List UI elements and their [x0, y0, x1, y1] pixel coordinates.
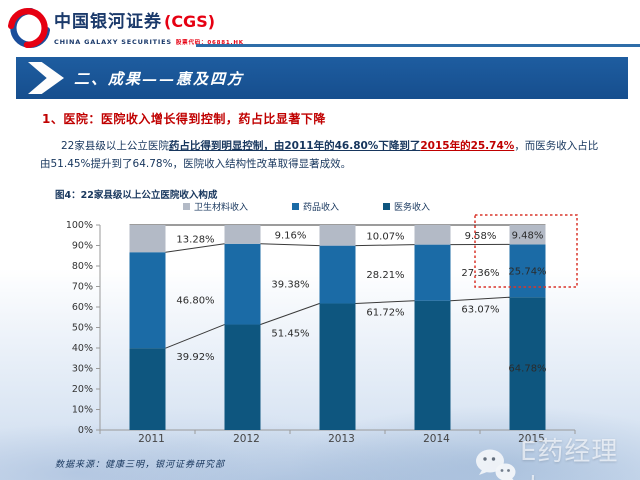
topic-heading: 1、医院：医院收入增长得到控制，药占比显著下降: [42, 112, 326, 126]
watermark-label: E药经理人: [520, 437, 619, 480]
logo: 中国银河证券 (CGS) CHINA GALAXY SECURITIES 股票代码…: [8, 7, 244, 53]
series-connector-line: [260, 243, 320, 247]
y-tick-label: 30%: [72, 364, 93, 375]
legend-item-drugs: 药品收入: [292, 200, 339, 213]
legend-item-medical: 医务收入: [383, 200, 430, 213]
y-tick-label: 50%: [72, 323, 93, 334]
brand-ticker: 股票代码：06881.HK: [175, 39, 244, 46]
paragraph-emphasis-navy: 药占比得到明显控制，由2011年的46.80%下降到了: [168, 140, 421, 152]
bar-segment-药品收入-2015: [509, 244, 546, 298]
bar-segment-药品收入-2013: [319, 245, 356, 304]
bar-segment-药品收入-2012: [224, 243, 261, 325]
bar-value-label: 25.74%: [508, 266, 546, 277]
galaxy-swirl-icon: [8, 7, 50, 53]
bar-value-label: 9.58%: [465, 231, 497, 242]
bar-value-label: 39.92%: [176, 352, 214, 363]
revenue-stacked-bar-chart: 0% 10% 20% 30% 40% 50% 60% 70% 80% 90% 100% 39.92% 4…: [66, 214, 578, 445]
x-category-label: 2014: [423, 433, 450, 445]
logo-text: 中国银河证券 (CGS) CHINA GALAXY SECURITIES 股票代码…: [54, 11, 244, 47]
header-divider-line: [196, 44, 640, 47]
y-tick-label: 20%: [72, 384, 93, 395]
bar-segment-医务收入-2011: [129, 348, 166, 430]
bar-value-label: 28.21%: [366, 270, 404, 281]
bar-value-label: 63.07%: [461, 305, 499, 316]
bar-segment-医务收入-2013: [319, 303, 356, 430]
paragraph-lead: 22家县级以上公立医院: [61, 140, 169, 152]
bar-value-label: 27.36%: [461, 268, 499, 279]
bar-value-label: 39.38%: [271, 280, 309, 291]
y-tick-label: 0%: [78, 425, 93, 436]
x-category-label: 2011: [138, 433, 165, 445]
bar-segment-药品收入-2011: [129, 252, 166, 349]
bar-segment-卫生材料收入-2012: [224, 225, 261, 244]
bar-segment-医务收入-2014: [414, 300, 451, 430]
header: 中国银河证券 (CGS) CHINA GALAXY SECURITIES 股票代码…: [0, 0, 640, 56]
series-connector-line: [165, 324, 225, 349]
legend-swatch-icon: [383, 203, 391, 210]
highlight-dashed-box: [474, 214, 578, 288]
section-title: 二、成果——惠及四方: [74, 69, 245, 88]
series-connector-line: [165, 243, 225, 253]
series-connector-line: [450, 296, 510, 302]
legend-swatch-icon: [292, 203, 300, 210]
bar-value-label: 10.07%: [366, 231, 404, 242]
bar-segment-卫生材料收入-2014: [414, 224, 451, 245]
series-connector-line: [355, 244, 415, 247]
y-tick-label: 80%: [72, 261, 93, 272]
bar-segment-医务收入-2012: [224, 324, 261, 430]
series-connector-line: [355, 300, 415, 304]
paragraph-emphasis-red: 2015年的25.74%: [420, 140, 515, 152]
figure-caption: 图4：22家县级以上公立医院收入构成: [55, 190, 218, 201]
x-category-label: 2015: [518, 433, 545, 445]
x-category-label: 2013: [328, 433, 355, 445]
bar-value-label: 64.78%: [508, 364, 546, 375]
bar-segment-医务收入-2015: [509, 297, 546, 430]
chart-legend: 卫生材料收入 药品收入 医务收入: [183, 200, 430, 213]
bar-value-label: 13.28%: [176, 235, 214, 246]
brand-abbr: (CGS): [164, 11, 216, 31]
body-paragraph: 22家县级以上公立医院药占比得到明显控制，由2011年的46.80%下降到了20…: [40, 137, 606, 174]
data-source-note: 数据来源：健康三明，银河证券研究部: [55, 460, 226, 470]
y-tick-label: 10%: [72, 405, 93, 416]
wechat-icon: [474, 448, 518, 480]
bar-value-label: 51.45%: [271, 329, 309, 340]
brand-name-cn: 中国银河证券: [54, 11, 162, 32]
y-tick-label: 90%: [72, 241, 93, 252]
section-banner: 二、成果——惠及四方: [16, 57, 628, 99]
watermark: E药经理人: [474, 431, 640, 480]
chevron-right-icon: [28, 62, 64, 94]
bar-value-label: 46.80%: [176, 296, 214, 307]
legend-item-materials: 卫生材料收入: [183, 200, 248, 213]
y-tick-label: 60%: [72, 302, 93, 313]
bar-segment-卫生材料收入-2011: [129, 225, 166, 253]
bar-value-label: 9.16%: [275, 230, 307, 241]
paragraph-tail: ，而医务收入占比由51.45%提升到了64.78%，医院收入结构性改革取得显著成…: [40, 140, 599, 171]
bar-segment-药品收入-2014: [414, 244, 451, 301]
bar-segment-卫生材料收入-2013: [319, 225, 356, 246]
legend-swatch-icon: [183, 203, 190, 210]
y-tick-label: 100%: [66, 220, 93, 231]
y-tick-label: 40%: [72, 343, 93, 354]
series-connector-line: [260, 303, 320, 325]
bar-value-label: 9.48%: [512, 231, 544, 242]
bar-segment-卫生材料收入-2015: [509, 225, 546, 245]
brand-name-en: CHINA GALAXY SECURITIES 股票代码：06881.HK: [54, 37, 244, 46]
bar-value-label: 61.72%: [366, 307, 404, 318]
y-tick-label: 70%: [72, 282, 93, 293]
x-category-label: 2012: [233, 433, 260, 445]
